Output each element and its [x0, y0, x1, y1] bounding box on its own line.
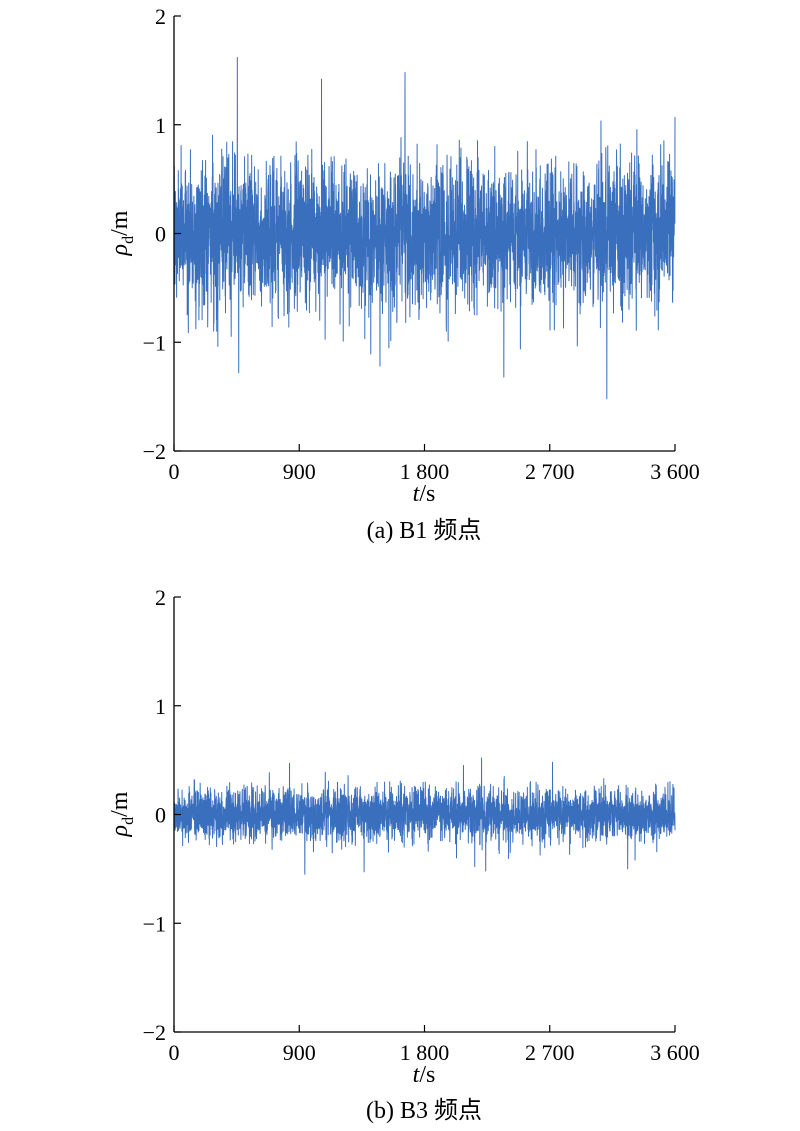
x-ticks: 0 900 1 800 2 700 3 600: [169, 1025, 700, 1065]
y-axis-subscript: d: [120, 236, 137, 244]
y-axis-unit: /m: [107, 210, 133, 236]
y-axis-symbol: ρ: [107, 825, 133, 838]
chart-caption: (b) B3 频点: [366, 1097, 482, 1124]
x-tick-label: 1 800: [400, 459, 450, 484]
y-tick-label: −1: [143, 911, 166, 936]
chart-panel-b1: −2 −1 0 1 2 0 900 1 800 2 700 3 600 ρd/m t/s (a)…: [107, 4, 700, 544]
y-ticks: −2 −1 0 1 2: [143, 585, 181, 1045]
x-axis-variable: t: [413, 481, 421, 507]
x-tick-label: 0: [169, 459, 180, 484]
y-tick-label: −2: [143, 1020, 166, 1045]
series-b3: [173, 757, 676, 875]
y-tick-label: −2: [143, 439, 166, 464]
x-tick-label: 2 700: [525, 459, 575, 484]
y-axis-symbol: ρ: [107, 244, 133, 257]
y-tick-label: 2: [155, 4, 166, 29]
y-tick-label: 1: [155, 113, 166, 138]
y-tick-label: 2: [155, 585, 166, 610]
series-b1: [173, 56, 676, 400]
x-axis-unit: /s: [419, 481, 435, 507]
x-axis-title: t/s: [413, 1062, 436, 1088]
x-axis-variable: t: [413, 1062, 421, 1088]
x-tick-label: 3 600: [650, 459, 700, 484]
x-tick-label: 2 700: [525, 1040, 575, 1065]
chart-panel-b3: −2 −1 0 1 2 0 900 1 800 2 700 3 600 ρd/m t/s (b)…: [107, 585, 700, 1124]
y-axis-unit: /m: [107, 791, 133, 817]
x-tick-label: 900: [283, 459, 316, 484]
y-ticks: −2 −1 0 1 2: [143, 4, 181, 464]
chart-caption: (a) B1 频点: [367, 517, 482, 544]
x-tick-label: 900: [283, 1040, 316, 1065]
x-tick-label: 3 600: [650, 1040, 700, 1065]
series-line: [173, 757, 676, 875]
x-axis-title: t/s: [413, 481, 436, 507]
y-tick-label: −1: [143, 330, 166, 355]
y-axis-subscript: d: [120, 817, 137, 825]
y-axis-title: ρd/m: [107, 791, 137, 837]
x-ticks: 0 900 1 800 2 700 3 600: [169, 444, 700, 484]
x-tick-label: 1 800: [400, 1040, 450, 1065]
y-tick-label: 1: [155, 694, 166, 719]
x-tick-label: 0: [169, 1040, 180, 1065]
y-tick-label: 0: [155, 222, 166, 247]
x-axis-unit: /s: [419, 1062, 435, 1088]
y-axis-title: ρd/m: [107, 210, 137, 256]
series-line: [173, 56, 676, 400]
y-tick-label: 0: [155, 803, 166, 828]
